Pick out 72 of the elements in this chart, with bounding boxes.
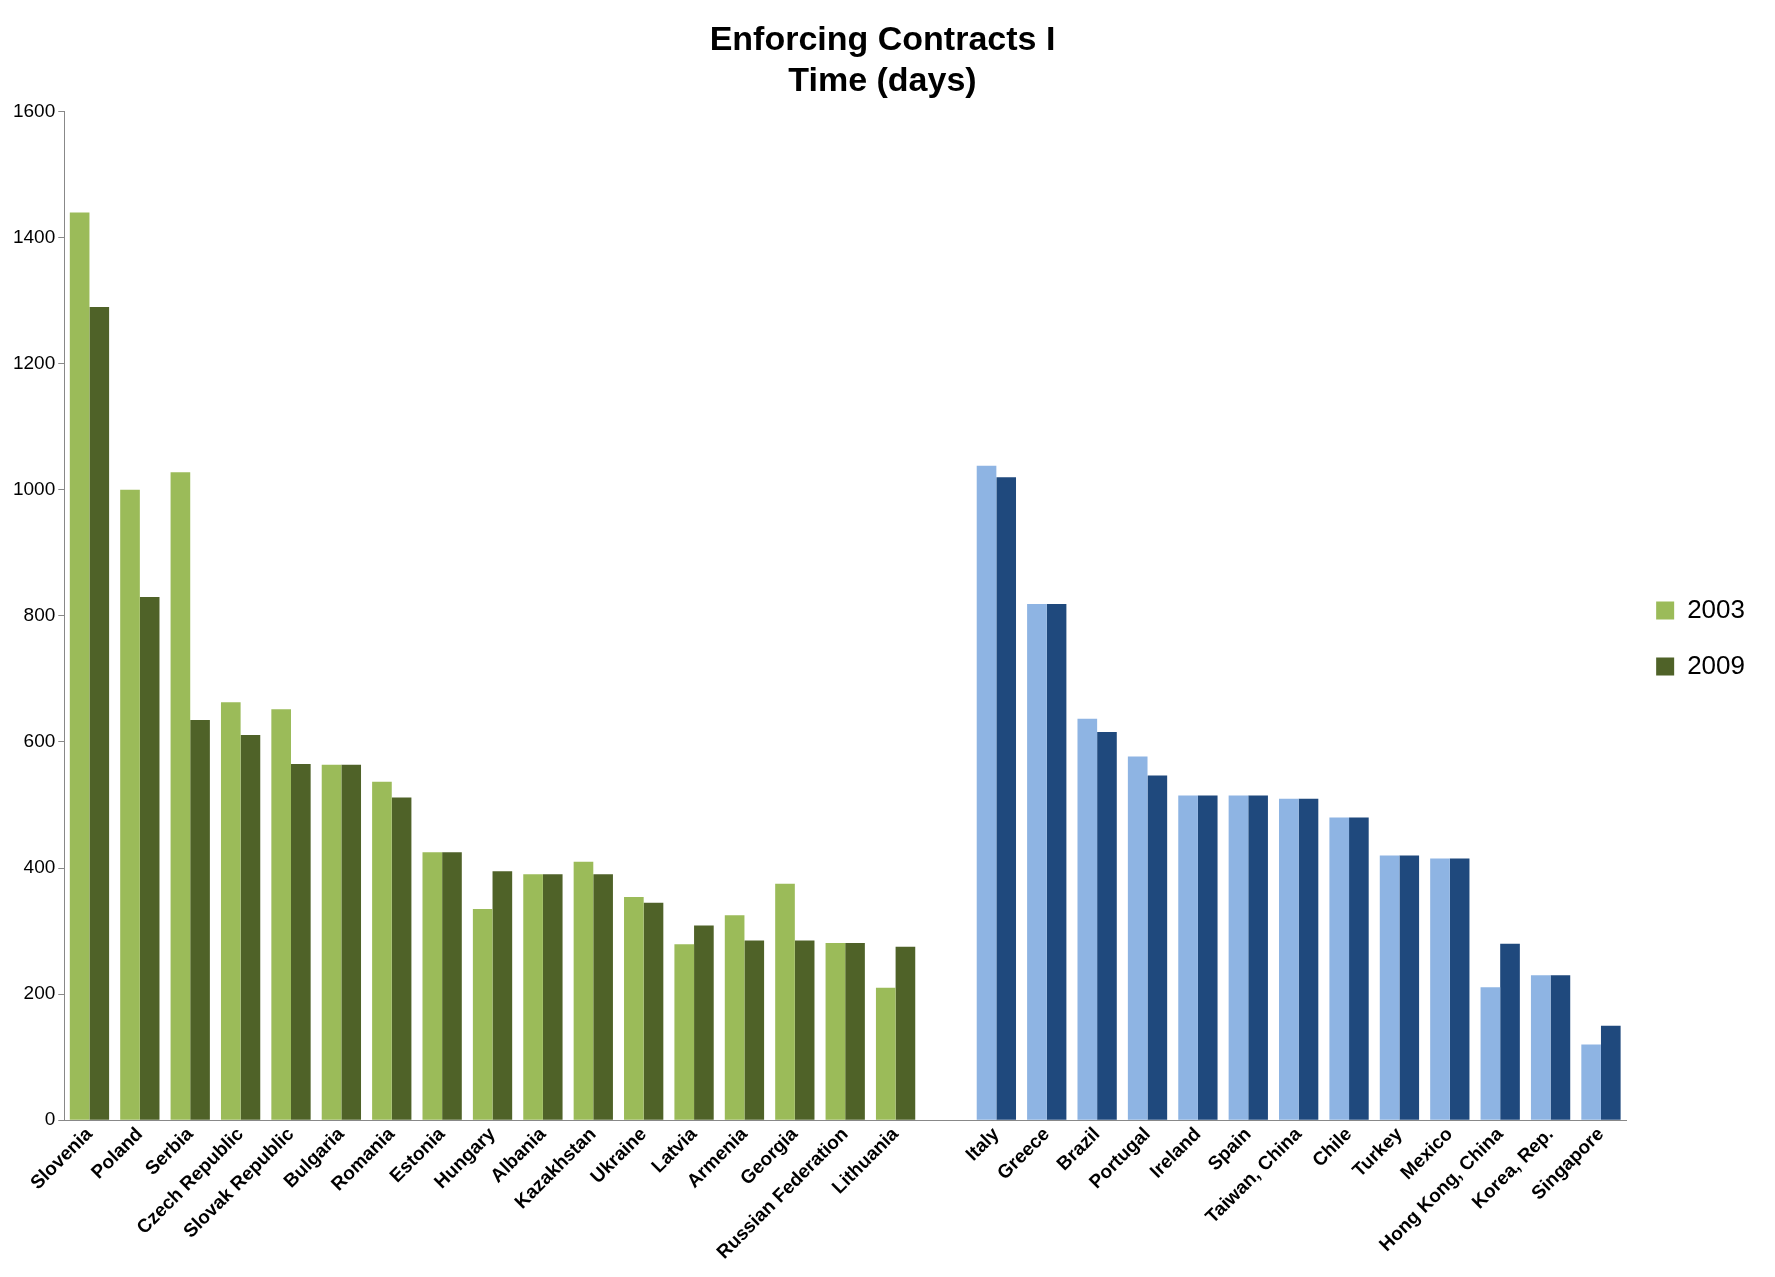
bar (694, 925, 714, 1120)
y-tick-label: 0 (44, 1108, 56, 1130)
legend-label: 2009 (1687, 649, 1745, 680)
bar (593, 874, 613, 1120)
bar (120, 489, 140, 1120)
bar (220, 702, 241, 1120)
bar (1581, 1044, 1601, 1120)
chart-title: Enforcing Contracts I Time (days) (709, 18, 1056, 98)
bar (321, 764, 342, 1120)
y-tick-label: 1600 (12, 99, 56, 121)
bar (1127, 756, 1148, 1120)
bar (1480, 987, 1501, 1120)
bar (996, 477, 1017, 1120)
bar (240, 735, 261, 1120)
bar (1147, 775, 1168, 1120)
bar (139, 596, 160, 1120)
bar (1399, 855, 1420, 1120)
bar (794, 940, 815, 1120)
bar (271, 709, 291, 1120)
bar (69, 212, 90, 1120)
bar (391, 797, 412, 1120)
bar (643, 902, 664, 1120)
bar (190, 719, 210, 1120)
bar (875, 987, 896, 1120)
y-tick-label: 1200 (12, 351, 56, 373)
y-tick-label: 400 (23, 856, 56, 878)
bar (1197, 795, 1218, 1120)
bar (1027, 603, 1047, 1120)
bar (744, 940, 765, 1120)
bar (1600, 1025, 1621, 1120)
bar (422, 852, 443, 1120)
bar (1248, 795, 1268, 1120)
bar (1500, 943, 1520, 1120)
bar (1046, 603, 1067, 1120)
bar (1228, 795, 1249, 1120)
bar (542, 874, 563, 1120)
bar (442, 852, 462, 1120)
bar (1550, 975, 1571, 1120)
bar (523, 874, 543, 1120)
y-tick-label: 1000 (12, 478, 56, 500)
bar (724, 915, 745, 1120)
bar (895, 946, 916, 1120)
bar (341, 764, 362, 1120)
bar (976, 465, 997, 1120)
y-tick-label: 800 (23, 604, 56, 626)
bar (1279, 798, 1299, 1120)
bar (1530, 975, 1551, 1120)
bar (825, 943, 846, 1120)
bar (290, 764, 311, 1120)
legend-label: 2003 (1687, 593, 1745, 624)
bar (1430, 858, 1450, 1120)
bar (573, 861, 594, 1120)
bar (372, 781, 392, 1120)
bar (89, 307, 110, 1120)
bar (492, 871, 513, 1120)
bar (1077, 718, 1098, 1120)
y-tick-label: 1400 (12, 225, 56, 247)
y-tick-label: 600 (23, 730, 56, 752)
bar (1097, 731, 1117, 1120)
bar (775, 883, 795, 1120)
bar (1298, 798, 1319, 1120)
bar (1379, 855, 1400, 1120)
bar (170, 472, 191, 1120)
bar (674, 944, 695, 1120)
bar (1449, 858, 1470, 1120)
bar (472, 909, 493, 1120)
bar (1329, 817, 1350, 1120)
bar (624, 897, 644, 1120)
y-tick-label: 200 (23, 982, 56, 1004)
bar (1349, 817, 1369, 1120)
bar (1178, 795, 1198, 1120)
bar (845, 943, 865, 1120)
